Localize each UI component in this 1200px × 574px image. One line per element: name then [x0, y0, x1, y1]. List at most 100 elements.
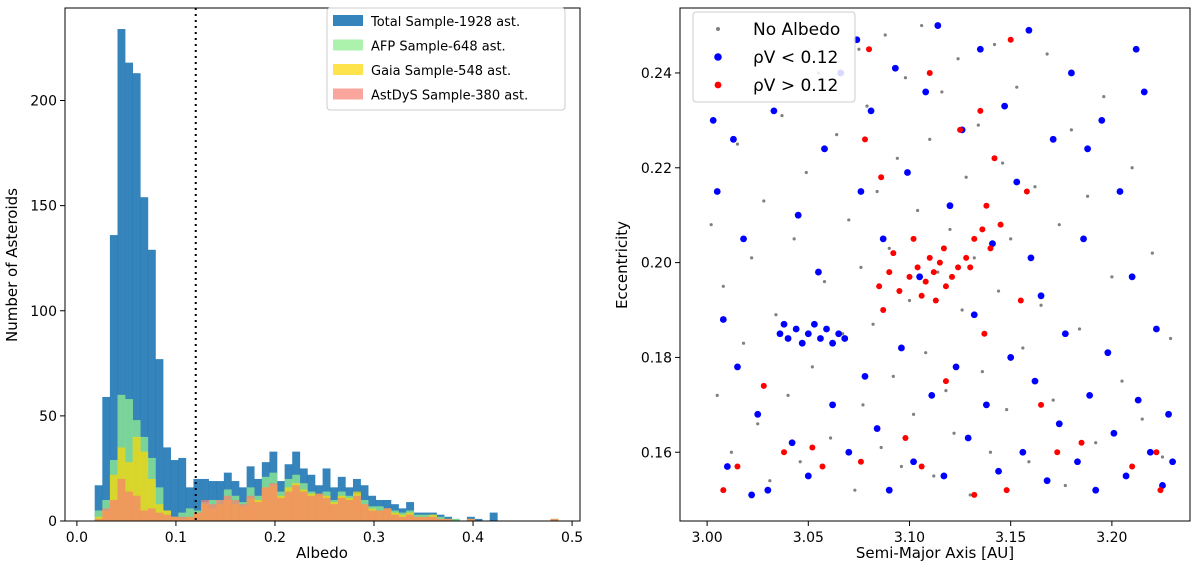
scatter-point: [976, 123, 980, 127]
scatter-point: [828, 436, 833, 440]
scatter-point: [798, 339, 806, 347]
histogram-bar: [208, 504, 217, 521]
scatter-point: [764, 486, 772, 494]
albedo-histogram: 0.0 0.1 0.2 0.3 0.4 0.5 0 50 100 150 200 Albedo Nu…: [3, 7, 583, 562]
histogram-bar: [155, 359, 164, 521]
histogram-bar: [140, 510, 149, 521]
scatter-point: [741, 341, 746, 345]
histogram-bar: [337, 497, 346, 521]
scatter-point: [995, 467, 1002, 475]
histogram-bar: [223, 495, 232, 521]
histogram-bar: [352, 495, 361, 521]
scatter-point: [709, 116, 717, 124]
scatter-point: [804, 472, 812, 480]
scatter-point: [904, 169, 911, 176]
histogram-bar: [193, 512, 202, 521]
scatter-point: [880, 307, 887, 314]
histogram-bar: [330, 504, 339, 521]
scatter-point: [1037, 292, 1045, 300]
scatter-point: [971, 235, 978, 242]
scatter-point: [920, 23, 924, 28]
scatter-point: [924, 351, 928, 355]
scatter-point: [845, 448, 853, 456]
legend-label: Gaia Sample-548 ast.: [371, 64, 511, 79]
scatter-point: [1140, 417, 1144, 421]
histogram-bar: [185, 516, 194, 521]
scatter-point: [895, 156, 899, 160]
scatter-point: [810, 365, 814, 369]
scatter-point: [934, 22, 942, 29]
series-3: [94, 478, 559, 521]
histogram-bar: [315, 493, 323, 521]
scatter-point: [1086, 391, 1094, 399]
histogram-bar: [117, 29, 126, 521]
scatter-point: [928, 391, 936, 399]
scatter-point: [1001, 102, 1009, 110]
scatter-point: [971, 491, 978, 498]
scatter-point: [1057, 223, 1061, 227]
scatter-point: [720, 487, 727, 494]
histogram-bar: [398, 516, 407, 521]
histogram-bar: [132, 73, 141, 521]
scatter-point: [952, 363, 960, 371]
scatter-point: [1159, 482, 1166, 489]
scatter-point: [1140, 88, 1148, 96]
scatter-point: [861, 136, 868, 143]
histogram-bar: [474, 518, 483, 521]
scatter-point: [1132, 45, 1140, 53]
scatter-point: [1007, 354, 1015, 361]
histogram-bar: [383, 508, 392, 521]
scatter-point: [1078, 439, 1085, 446]
histogram-bar: [117, 478, 126, 521]
legend-swatch: [333, 88, 363, 100]
scatter-point: [991, 155, 998, 162]
scatter-point: [1025, 26, 1033, 34]
scatter-point: [1146, 448, 1154, 456]
histogram-bar: [444, 518, 453, 521]
histogram-bar: [451, 518, 460, 521]
scatter-point: [1098, 116, 1106, 124]
scatter-point: [1021, 346, 1025, 350]
scatter-point: [887, 246, 891, 250]
y-tick-label: 0: [48, 514, 57, 530]
scatter-point: [932, 474, 936, 478]
scatter-point: [735, 142, 740, 146]
scatter-point: [809, 444, 816, 451]
scatter-point: [1153, 449, 1160, 456]
scatter-point: [879, 445, 883, 450]
x-tick-label: 0.2: [264, 530, 286, 546]
scatter-point: [955, 264, 962, 271]
scatter-point: [1129, 463, 1136, 470]
histogram-bar: [147, 249, 156, 522]
scatter-point: [936, 259, 943, 266]
scatter-point: [719, 316, 727, 323]
scatter-points: [709, 22, 1176, 499]
scatter-point: [879, 235, 887, 243]
scatter-point: [910, 458, 917, 466]
histogram-bar: [155, 512, 164, 521]
histogram-bar: [125, 491, 133, 521]
scatter-point: [1077, 327, 1082, 331]
scatter-point: [885, 486, 893, 494]
legend-label: ρV < 0.12: [753, 48, 838, 68]
scatter-point: [1110, 275, 1114, 279]
scatter-point: [1031, 377, 1039, 385]
scatter-point: [952, 431, 956, 435]
scatter-point: [1074, 458, 1081, 466]
legend-swatch: [333, 15, 363, 26]
legend-marker: [714, 53, 722, 61]
scatter-point: [835, 330, 843, 338]
y-tick-label: 50: [39, 409, 57, 425]
x-tick-label: 3.10: [894, 530, 925, 546]
scatter-point: [847, 218, 851, 222]
scatter-point: [883, 33, 887, 37]
scatter-point: [1116, 188, 1124, 195]
scatter-point: [1043, 477, 1051, 485]
scatter-point: [762, 199, 766, 203]
x-tick-label: 3.15: [995, 530, 1026, 546]
histogram-bar: [368, 510, 377, 521]
scatter-point: [948, 227, 952, 232]
series-1: [709, 22, 1176, 499]
scatter-point: [981, 330, 988, 337]
x-tick-label: 3.00: [692, 530, 723, 546]
